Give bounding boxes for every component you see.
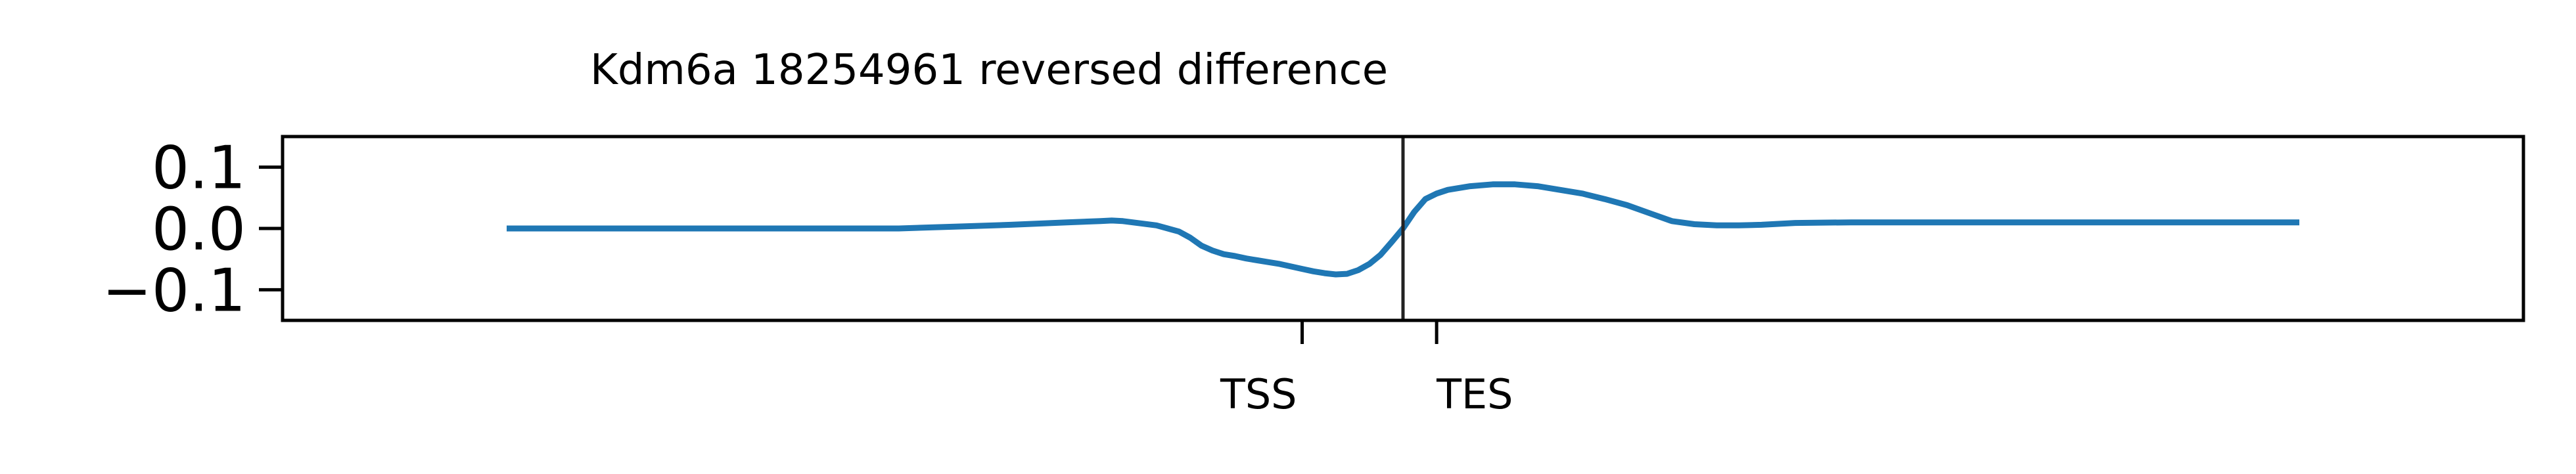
y-tick-label: 0.0 — [152, 195, 246, 264]
x-tick-label: TES — [1436, 370, 1513, 418]
chart-title: Kdm6a 18254961 reversed difference — [590, 46, 1388, 95]
axes: 0.10.0−0.1 TSS TES — [102, 134, 2525, 418]
series-line-0 — [507, 181, 2299, 278]
plot-area — [507, 137, 2299, 320]
y-tick-label: −0.1 — [102, 256, 246, 325]
x-tick-label: TSS — [1220, 370, 1297, 418]
y-tick-label: 0.1 — [152, 134, 246, 203]
